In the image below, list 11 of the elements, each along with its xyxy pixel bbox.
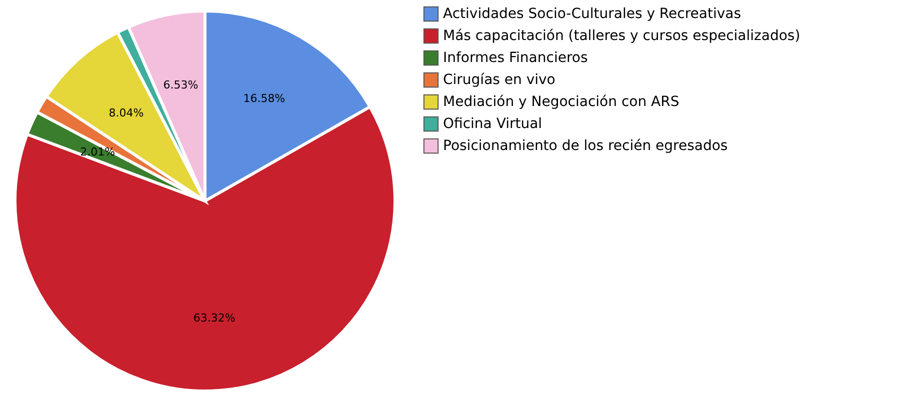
legend-label: Mediación y Negociación con ARS: [443, 94, 680, 110]
legend-label: Más capacitación (talleres y cursos especializados): [443, 28, 800, 44]
legend-label: Oficina Virtual: [443, 116, 542, 132]
data-label: 63.32%: [193, 311, 236, 324]
legend-label: Posicionamiento de los recién egresados: [443, 138, 728, 154]
legend-label: Actividades Socio-Culturales y Recreativas: [443, 6, 742, 22]
data-label: 16.58%: [243, 92, 286, 106]
legend-label: Cirugías en vivo: [443, 72, 556, 88]
data-label: 8.04%: [108, 106, 144, 120]
legend-label: Informes Financieros: [443, 50, 588, 66]
data-label: 6.53%: [163, 78, 198, 92]
